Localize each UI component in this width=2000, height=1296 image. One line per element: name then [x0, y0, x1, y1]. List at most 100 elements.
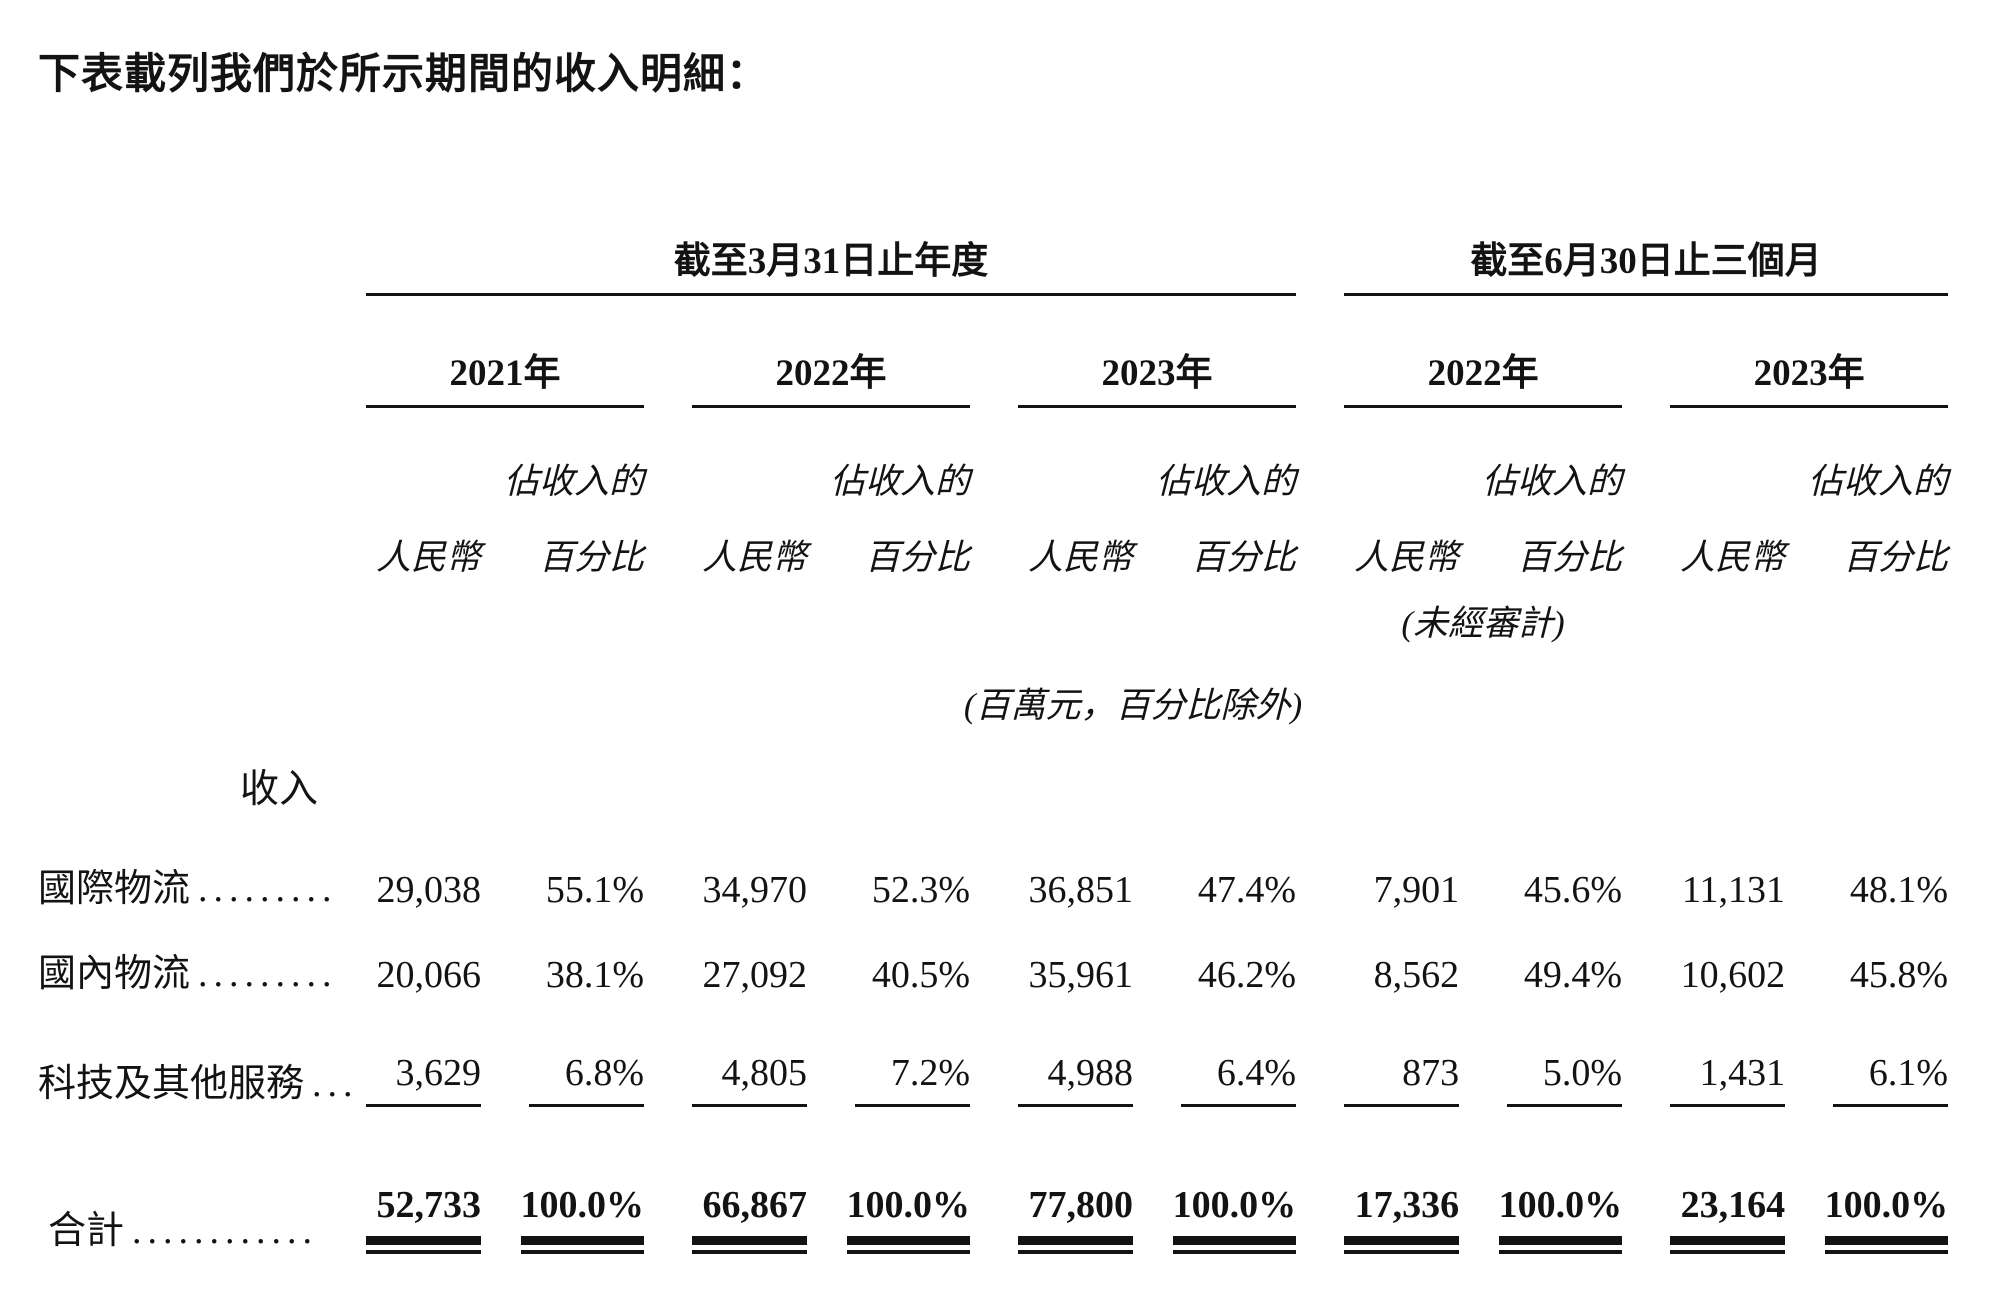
value-underlined: 1,431 — [1670, 1051, 1786, 1107]
empty-cell — [38, 580, 318, 646]
year-label: 2023年 — [1018, 342, 1297, 408]
units-note-cell: (百萬元，百分比除外) — [318, 646, 1948, 728]
units-note: (百萬元，百分比除外) — [963, 686, 1303, 725]
value-underlined: 3,629 — [366, 1051, 481, 1107]
row-domestic-logistics: 國內物流......... 20,066 38.1% 27,092 40.5% … — [38, 912, 1948, 997]
total-number: 100.0% — [520, 1184, 645, 1226]
year-header-2022: 2022年 — [644, 296, 970, 408]
value-cell: 6.4% — [1133, 997, 1297, 1107]
double-rule-bottom — [366, 1250, 481, 1254]
value-cell: 48.1% — [1849, 869, 1949, 911]
dot-leader: ... — [312, 1063, 359, 1105]
pct-of-revenue-header: 佔收入的 — [829, 462, 970, 501]
double-rule-top — [366, 1236, 481, 1245]
double-rule-bottom — [692, 1250, 807, 1254]
value-cell: 46.2% — [1197, 954, 1297, 996]
currency-header-row: 人民幣 百分比 人民幣 百分比 人民幣 百分比 人民幣 百分比 人民幣 百分比 — [38, 504, 1948, 580]
value-underlined: 7.2% — [855, 1051, 970, 1107]
total-value: 66,867 — [692, 1183, 807, 1254]
total-number: 52,733 — [376, 1184, 482, 1226]
empty-cell — [318, 728, 1948, 814]
pct-header: 百分比 — [1517, 538, 1623, 577]
value-cell: 100.0% — [481, 1107, 644, 1254]
empty-cell — [1296, 408, 1459, 504]
empty-cell — [38, 296, 318, 408]
year-label: 2021年 — [366, 342, 644, 408]
value-underlined: 873 — [1344, 1051, 1460, 1107]
double-rule-bottom — [1498, 1250, 1623, 1254]
empty-cell — [318, 580, 1296, 646]
row-label: 科技及其他服務 — [38, 1063, 305, 1105]
value-underlined: 6.1% — [1833, 1051, 1949, 1107]
row-international-logistics: 國際物流......... 29,038 55.1% 34,970 52.3% … — [38, 814, 1948, 912]
pct-of-revenue-header: 佔收入的 — [1156, 462, 1297, 501]
row-label-cell: 國際物流......... — [38, 814, 332, 912]
total-value: 100.0% — [1824, 1183, 1949, 1254]
revenue-breakdown-table: 截至3月31日止年度 截至6月30日止三個月 2021年 2022年 2023年… — [38, 151, 1949, 1254]
value-cell: 100.0% — [1459, 1107, 1623, 1254]
double-rule-bottom — [1172, 1250, 1297, 1254]
double-rule-top — [1498, 1236, 1623, 1245]
value-cell: 3,629 — [318, 997, 481, 1107]
value-cell: 1,431 — [1622, 997, 1786, 1107]
empty-cell — [38, 151, 318, 296]
double-rule-bottom — [1824, 1250, 1949, 1254]
rmb-header: 人民幣 — [1680, 538, 1786, 577]
empty-cell — [38, 646, 318, 728]
row-label: 國際物流 — [38, 868, 191, 910]
value-cell: 10,602 — [1680, 954, 1786, 996]
double-rule-bottom — [1670, 1250, 1786, 1254]
empty-cell — [1622, 408, 1785, 504]
value-cell: 100.0% — [1133, 1107, 1297, 1254]
total-number: 100.0% — [1172, 1184, 1297, 1226]
value-cell: 47.4% — [1197, 869, 1297, 911]
value-cell: 6.8% — [481, 997, 644, 1107]
value-cell: 23,164 — [1622, 1107, 1786, 1254]
row-label: 合計 — [47, 1210, 124, 1252]
value-cell: 100.0% — [1785, 1107, 1949, 1254]
total-value: 100.0% — [520, 1183, 645, 1254]
year-header-jun-2023: 2023年 — [1622, 296, 1949, 408]
value-cell: 5.0% — [1459, 997, 1623, 1107]
total-number: 17,336 — [1354, 1184, 1460, 1226]
value-cell: 17,336 — [1296, 1107, 1460, 1254]
value-cell: 20,066 — [376, 954, 482, 996]
row-label-cell: 國內物流......... — [38, 912, 332, 997]
total-number: 23,164 — [1680, 1184, 1786, 1226]
row-total: 合計............ 52,733 100.0% 66,867 100.… — [38, 1107, 1949, 1254]
group-header-march: 截至3月31日止年度 — [318, 151, 1297, 296]
value-cell: 873 — [1296, 997, 1460, 1107]
double-rule-top — [520, 1236, 644, 1245]
total-value: 52,733 — [366, 1183, 481, 1254]
group-header-june: 截至6月30日止三個月 — [1296, 151, 1949, 296]
year-header-jun-2022: 2022年 — [1296, 296, 1623, 408]
double-rule-bottom — [846, 1250, 970, 1254]
total-value: 77,800 — [1018, 1183, 1133, 1254]
double-rule-top — [1824, 1236, 1949, 1245]
year-header-row: 2021年 2022年 2023年 2022年 2023年 — [38, 296, 1949, 408]
unaudited-note-cell: (未經審計) — [1296, 580, 1622, 646]
value-cell: 8,562 — [1373, 954, 1460, 996]
rmb-header: 人民幣 — [375, 538, 481, 577]
double-rule-top — [1670, 1236, 1786, 1245]
value-cell: 6.1% — [1785, 997, 1949, 1107]
value-cell: 34,970 — [702, 869, 808, 911]
total-number: 100.0% — [846, 1184, 971, 1226]
value-cell: 38.1% — [545, 954, 644, 996]
double-rule-top — [1344, 1236, 1460, 1245]
pct-header: 百分比 — [1843, 538, 1949, 577]
rmb-header: 人民幣 — [1027, 538, 1133, 577]
value-cell: 49.4% — [1523, 954, 1623, 996]
section-header-row: 收入 — [38, 728, 1948, 814]
row-technology-other-services: 科技及其他服務... 3,629 6.8% 4,805 7.2% 4,988 6… — [38, 997, 1949, 1107]
double-rule-top — [846, 1236, 970, 1245]
empty-cell — [644, 408, 807, 504]
empty-cell — [318, 408, 481, 504]
total-value: 100.0% — [846, 1183, 971, 1254]
value-cell: 35,961 — [1028, 954, 1134, 996]
value-underlined: 4,988 — [1018, 1051, 1133, 1107]
value-underlined: 5.0% — [1507, 1051, 1623, 1107]
pct-header: 百分比 — [1191, 538, 1297, 577]
unaudited-note: (未經審計) — [1401, 604, 1565, 643]
row-label: 國內物流 — [38, 953, 191, 995]
